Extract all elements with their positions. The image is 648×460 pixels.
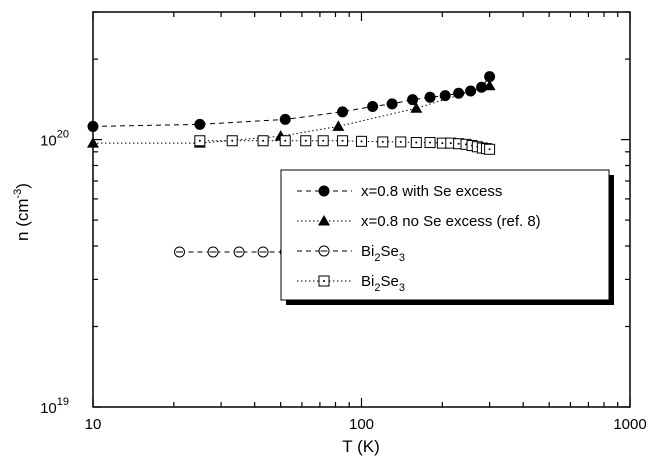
data-point bbox=[367, 100, 379, 112]
data-point bbox=[233, 246, 245, 258]
legend-label: Bi2Se3 bbox=[361, 243, 405, 264]
data-point bbox=[87, 120, 99, 132]
data-point bbox=[484, 143, 496, 155]
data-point bbox=[439, 90, 451, 102]
y-tick-label: 1020 bbox=[40, 129, 69, 150]
data-point bbox=[484, 71, 496, 83]
data-point bbox=[424, 91, 436, 103]
data-point bbox=[317, 135, 329, 147]
data-point bbox=[257, 135, 269, 147]
data-point bbox=[318, 185, 330, 197]
legend-entry: Bi2Se3 bbox=[297, 273, 405, 294]
legend-items: x=0.8 with Se excess x=0.8 no Se excess (… bbox=[297, 183, 541, 294]
legend-entry: x=0.8 with Se excess bbox=[297, 183, 502, 200]
data-point bbox=[410, 102, 423, 113]
x-axis-title: T (K) bbox=[342, 437, 379, 456]
legend-label: x=0.8 no Se excess (ref. 8) bbox=[361, 213, 541, 230]
data-point bbox=[207, 246, 219, 258]
data-point bbox=[194, 118, 206, 130]
data-point bbox=[300, 135, 312, 147]
x-tick-label: 10 bbox=[85, 416, 102, 433]
series-s1 bbox=[87, 71, 496, 132]
data-point bbox=[483, 79, 496, 91]
data-point bbox=[356, 135, 367, 147]
y-tick-label: 1019 bbox=[40, 396, 69, 417]
y-axis-title: n (cm-3) bbox=[12, 183, 32, 241]
series-s4 bbox=[194, 135, 496, 155]
legend-label: x=0.8 with Se excess bbox=[361, 183, 502, 200]
data-point bbox=[337, 106, 349, 118]
data-point bbox=[465, 85, 477, 97]
legend-entry: Bi2Se3 bbox=[297, 243, 405, 264]
data-point bbox=[395, 136, 407, 148]
data-point bbox=[410, 137, 422, 149]
x-tick-label: 1000 bbox=[613, 416, 646, 433]
data-point bbox=[386, 98, 398, 110]
data-point bbox=[279, 113, 291, 125]
data-point bbox=[87, 137, 99, 148]
data-point bbox=[453, 87, 465, 99]
data-point bbox=[318, 275, 330, 287]
data-point bbox=[337, 135, 349, 147]
data-point bbox=[424, 137, 436, 149]
data-point bbox=[226, 135, 238, 147]
data-point bbox=[318, 215, 330, 226]
series-line bbox=[93, 85, 490, 144]
legend-box bbox=[280, 169, 610, 301]
data-point bbox=[318, 245, 330, 257]
x-tick-label: 100 bbox=[349, 416, 374, 433]
legend: x=0.8 with Se excess x=0.8 no Se excess (… bbox=[280, 169, 614, 305]
axis-ticks: 10 100 1000 1019 1020 bbox=[40, 11, 647, 433]
data-point bbox=[407, 94, 419, 106]
data-point bbox=[194, 135, 206, 147]
data-point bbox=[332, 120, 345, 131]
data-point bbox=[257, 246, 269, 258]
data-point bbox=[174, 246, 186, 258]
legend-label: Bi2Se3 bbox=[361, 273, 405, 294]
data-point bbox=[377, 136, 389, 148]
legend-entry: x=0.8 no Se excess (ref. 8) bbox=[297, 213, 541, 230]
data-point bbox=[279, 135, 291, 147]
